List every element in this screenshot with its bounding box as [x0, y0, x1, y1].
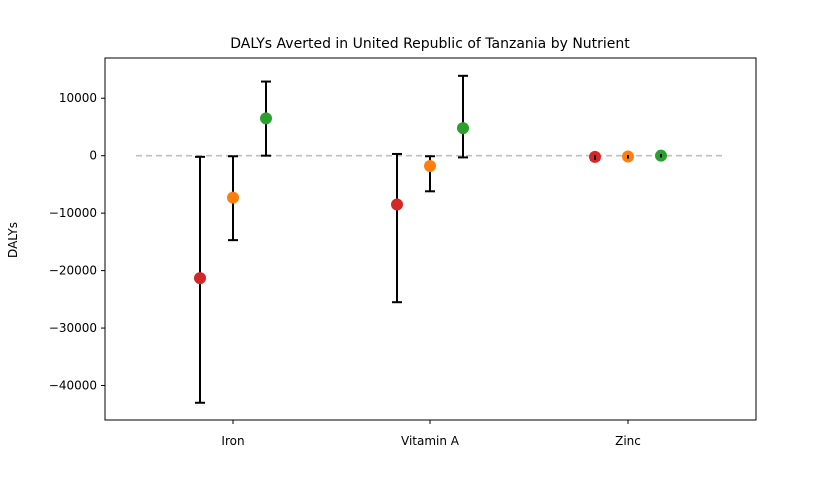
- y-tick-label: −30000: [49, 321, 97, 335]
- data-point: [260, 112, 272, 125]
- x-tick-label: Zinc: [615, 434, 641, 448]
- data-point: [227, 191, 239, 204]
- y-tick-label: 0: [89, 149, 97, 163]
- plot-frame: [104, 57, 757, 421]
- y-tick-label: 10000: [59, 91, 97, 105]
- data-point: [457, 122, 469, 135]
- data-point: [391, 198, 403, 211]
- y-tick-label: −40000: [49, 379, 97, 393]
- y-tick-label: −20000: [49, 264, 97, 278]
- plot-area: −40000 −30000 −20000 −10000 0 10000 Iron Vitami…: [49, 57, 757, 448]
- x-tick-label: Vitamin A: [401, 434, 460, 448]
- y-tick-label: −10000: [49, 206, 97, 220]
- data-point: [194, 272, 206, 285]
- y-axis-label: DALYs: [6, 222, 20, 258]
- chart-title: DALYs Averted in United Republic of Tanz…: [230, 36, 630, 52]
- x-tick-label: Iron: [221, 434, 244, 448]
- data-point: [424, 160, 436, 173]
